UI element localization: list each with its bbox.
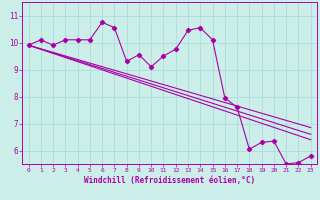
X-axis label: Windchill (Refroidissement éolien,°C): Windchill (Refroidissement éolien,°C) — [84, 176, 255, 185]
